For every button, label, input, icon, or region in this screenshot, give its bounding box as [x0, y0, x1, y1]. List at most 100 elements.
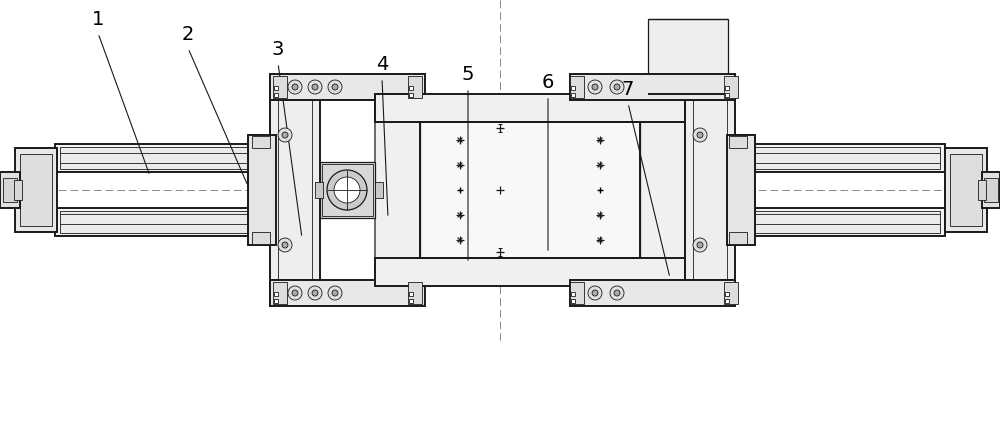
Bar [274, 292, 278, 296]
Polygon shape [640, 94, 685, 286]
Bar [570, 76, 584, 98]
Bar [945, 148, 987, 232]
Bar [570, 282, 584, 304]
Text: 1: 1 [92, 10, 104, 29]
Bar [420, 122, 640, 258]
Bar [685, 100, 735, 280]
Bar [725, 292, 729, 296]
Circle shape [697, 242, 703, 248]
Bar [724, 282, 738, 304]
Circle shape [292, 290, 298, 296]
Bar [571, 86, 575, 90]
Bar [740, 211, 940, 233]
Bar [273, 282, 287, 304]
Circle shape [588, 80, 602, 94]
Circle shape [614, 84, 620, 90]
Bar [571, 299, 575, 303]
Bar [409, 86, 413, 90]
Circle shape [592, 290, 598, 296]
Circle shape [308, 286, 322, 300]
Bar [15, 148, 57, 232]
Bar [270, 280, 425, 306]
Circle shape [292, 84, 298, 90]
Bar [375, 258, 685, 286]
Circle shape [327, 170, 367, 210]
Bar [3, 178, 17, 202]
Text: 6: 6 [542, 73, 554, 92]
Bar [735, 144, 945, 172]
Bar [60, 211, 260, 233]
Bar [409, 299, 413, 303]
Bar [408, 76, 422, 98]
Circle shape [282, 132, 288, 138]
Bar [735, 208, 945, 236]
Bar [571, 93, 575, 97]
Bar [322, 164, 373, 216]
Bar [729, 136, 747, 148]
Bar [570, 280, 735, 306]
Circle shape [312, 84, 318, 90]
Bar [315, 182, 323, 198]
Circle shape [332, 290, 338, 296]
Bar [375, 182, 383, 198]
Circle shape [610, 80, 624, 94]
Bar [727, 135, 755, 245]
Circle shape [614, 290, 620, 296]
Bar [274, 299, 278, 303]
Circle shape [288, 286, 302, 300]
Bar [740, 147, 940, 169]
Circle shape [288, 80, 302, 94]
Bar [724, 76, 738, 98]
Bar [648, 19, 728, 94]
Circle shape [312, 290, 318, 296]
Circle shape [328, 286, 342, 300]
Circle shape [334, 177, 360, 203]
Bar [725, 299, 729, 303]
Circle shape [282, 242, 288, 248]
Circle shape [328, 80, 342, 94]
Bar [60, 147, 260, 169]
Bar [273, 76, 287, 98]
Circle shape [278, 238, 292, 252]
Bar [950, 154, 982, 226]
Bar [274, 93, 278, 97]
Bar [570, 74, 735, 100]
Bar [320, 162, 375, 218]
Bar [55, 144, 265, 172]
Polygon shape [375, 94, 420, 286]
Bar [978, 180, 986, 200]
Bar [14, 180, 22, 200]
Text: 2: 2 [182, 25, 194, 44]
Bar [725, 86, 729, 90]
Bar [409, 292, 413, 296]
Circle shape [693, 238, 707, 252]
Circle shape [588, 286, 602, 300]
Bar [20, 154, 52, 226]
Bar [270, 74, 425, 100]
Bar [409, 93, 413, 97]
Circle shape [278, 128, 292, 142]
Text: 5: 5 [462, 65, 474, 84]
Bar [248, 135, 276, 245]
Text: 4: 4 [376, 55, 388, 74]
Bar [725, 93, 729, 97]
Bar [252, 232, 270, 244]
Text: 7: 7 [622, 80, 634, 99]
Text: 3: 3 [272, 40, 284, 59]
Circle shape [592, 84, 598, 90]
Bar [408, 282, 422, 304]
Circle shape [693, 128, 707, 142]
Bar [571, 292, 575, 296]
Bar [274, 86, 278, 90]
Bar [270, 100, 320, 280]
Circle shape [332, 84, 338, 90]
Circle shape [610, 286, 624, 300]
Bar [982, 172, 1000, 208]
Bar [0, 172, 20, 208]
Bar [375, 94, 685, 122]
Circle shape [697, 132, 703, 138]
Bar [252, 136, 270, 148]
Bar [984, 178, 998, 202]
Circle shape [308, 80, 322, 94]
Bar [729, 232, 747, 244]
